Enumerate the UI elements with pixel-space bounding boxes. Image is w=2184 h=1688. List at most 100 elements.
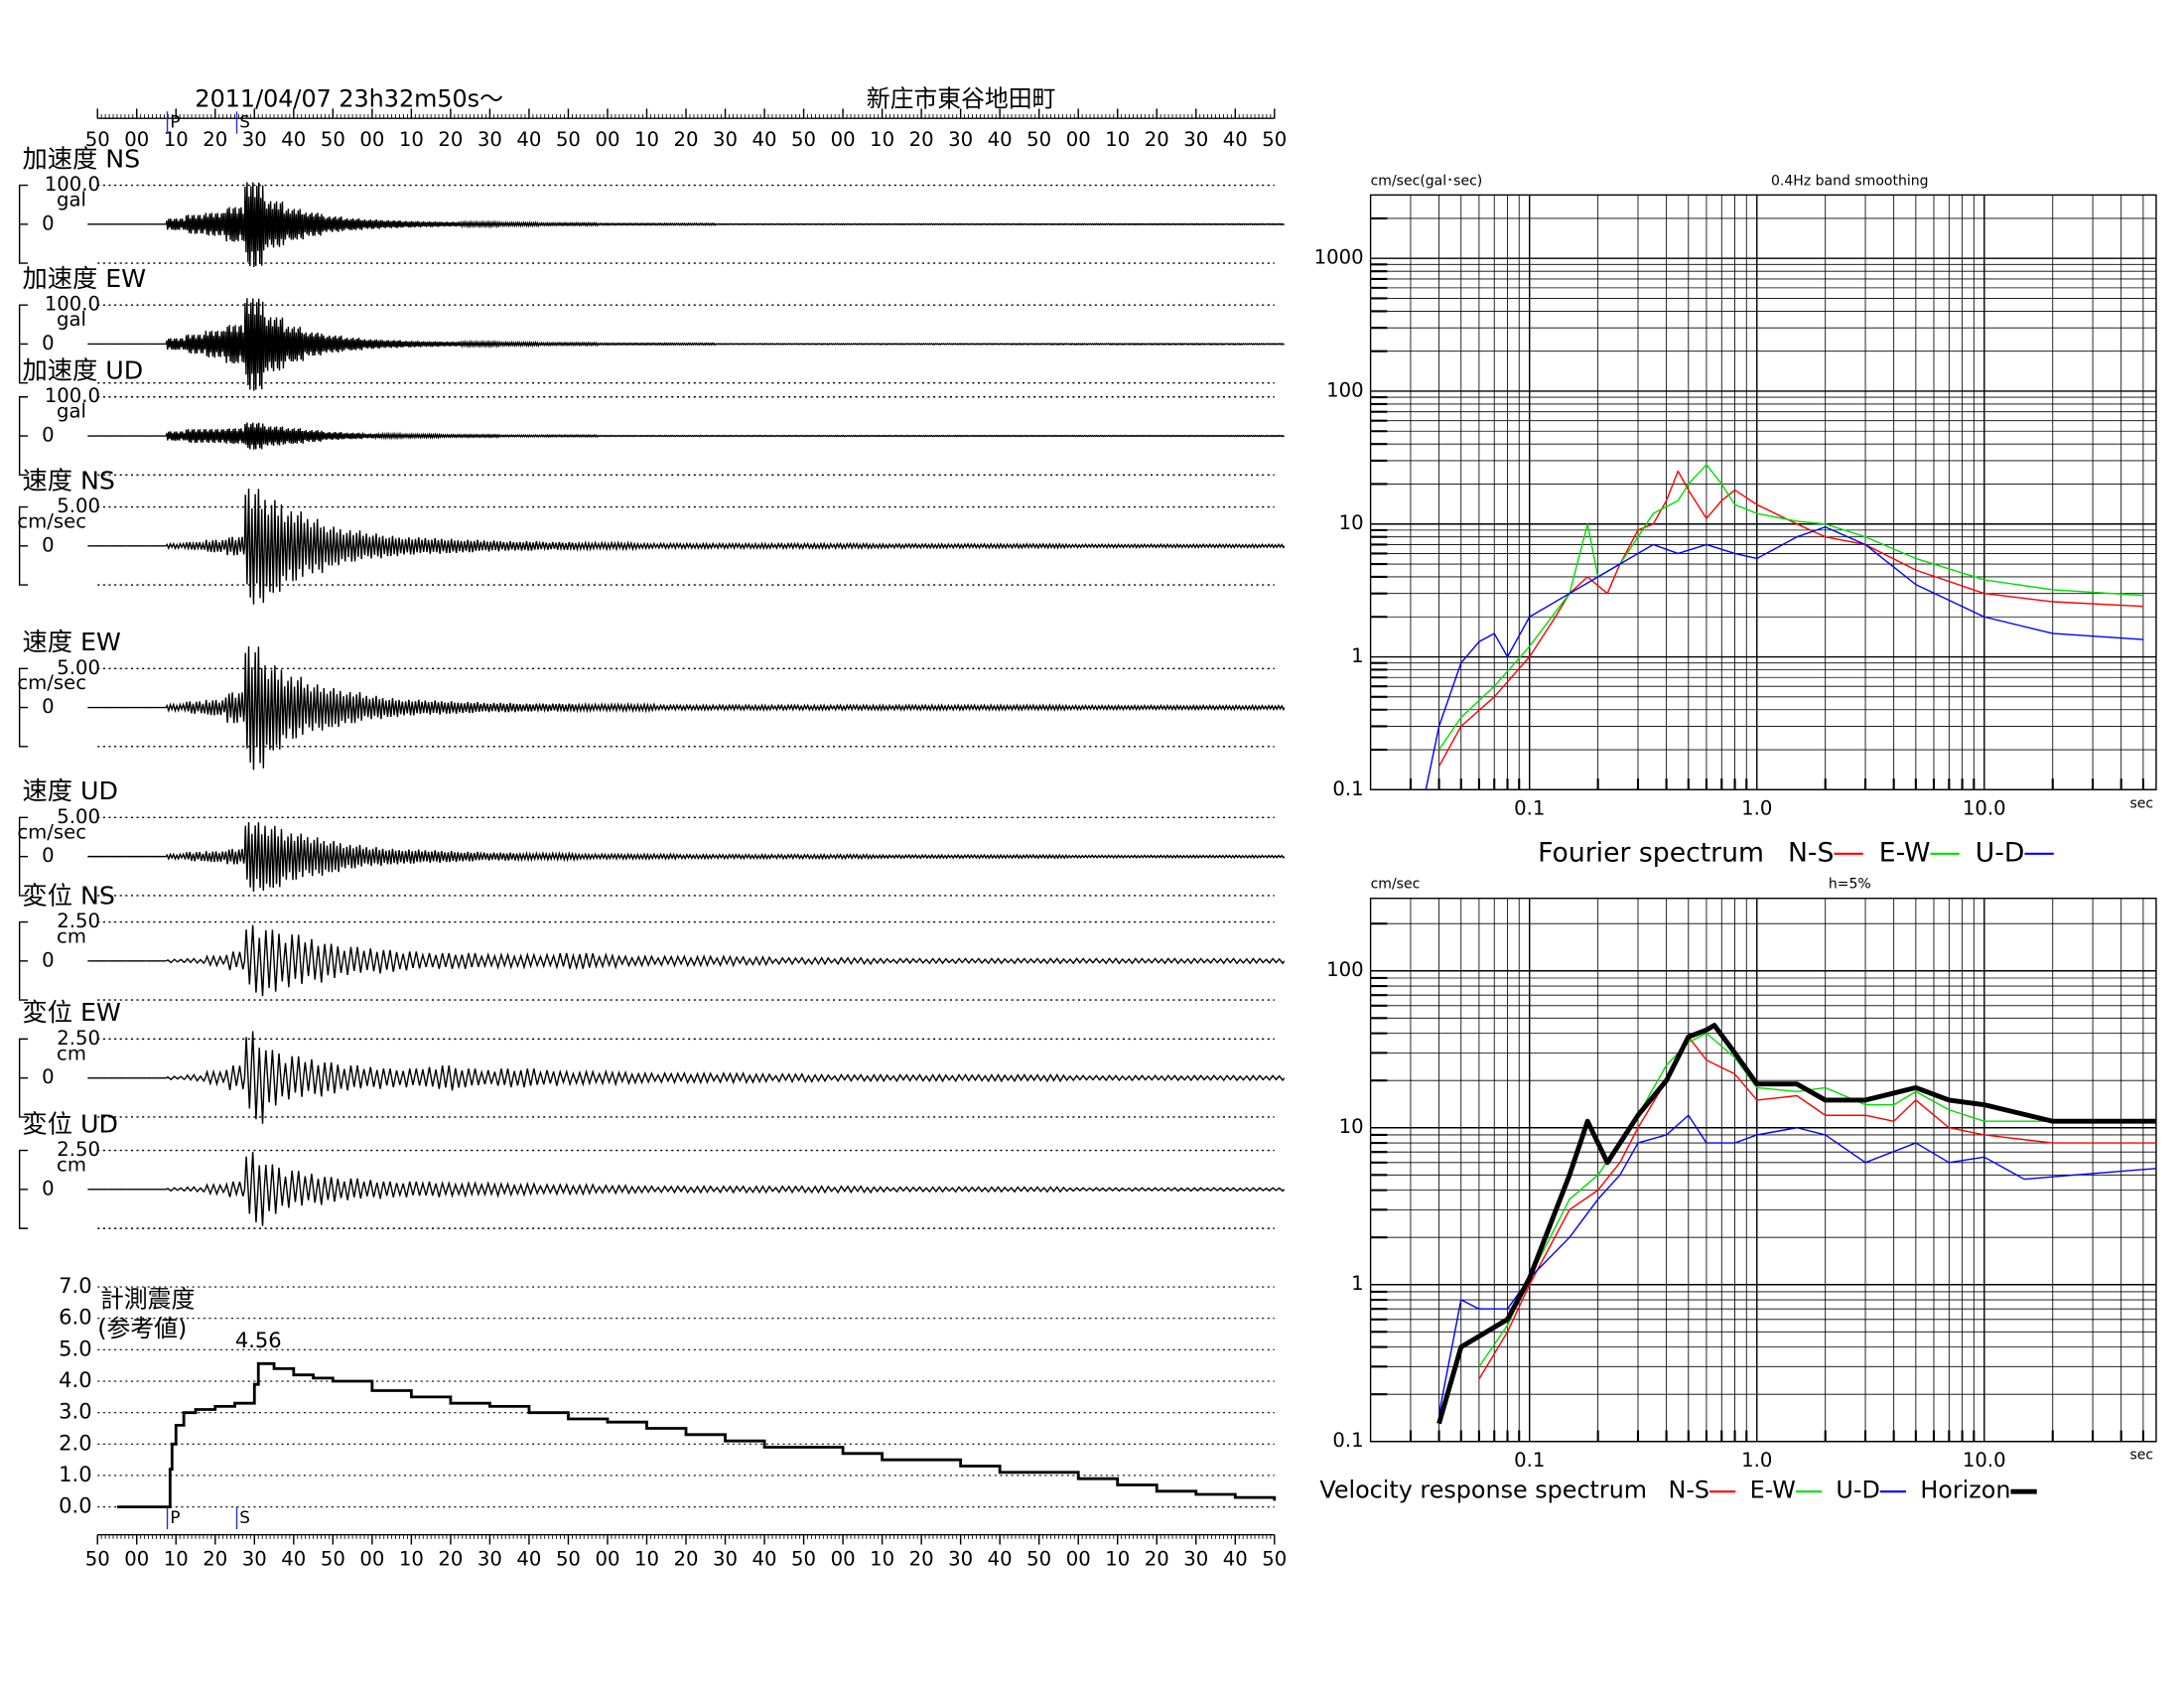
waveform-segment	[185, 334, 206, 354]
waveform-segment	[185, 1073, 206, 1083]
waveform-segment	[1244, 222, 1266, 226]
waveform-segment	[1224, 1187, 1246, 1193]
waveform-segment	[832, 343, 854, 346]
scale-label: 100.0	[45, 173, 100, 196]
waveform-segment	[1009, 957, 1030, 965]
waveform-segment	[832, 703, 854, 712]
zero-label: 0	[42, 332, 55, 354]
x-tick-label: 10	[399, 1547, 424, 1570]
waveform-segment	[695, 541, 717, 551]
waveform-segment	[165, 338, 187, 351]
waveform-segment	[1047, 957, 1069, 965]
waveform-segment	[812, 703, 834, 712]
waveform-segment	[1107, 854, 1129, 859]
waveform-segment	[518, 1068, 540, 1088]
waveform-segment	[420, 700, 442, 715]
waveform-segment	[1067, 343, 1089, 346]
waveform-segment	[675, 853, 697, 861]
waveform-segment	[1165, 343, 1187, 346]
waveform-segment	[440, 221, 462, 227]
waveform-segment	[381, 535, 403, 557]
waveform-segment	[970, 343, 991, 346]
waveform-segment	[1224, 703, 1246, 712]
waveform-segment	[518, 340, 540, 349]
waveform-segment	[1028, 343, 1049, 346]
waveform-segment	[223, 207, 246, 242]
waveform-segment	[478, 540, 500, 552]
waveform-segment	[1224, 854, 1246, 859]
waveform-segment	[1165, 1187, 1187, 1193]
spectrum-line	[1425, 526, 2143, 790]
waveform-segment	[538, 1183, 560, 1196]
y-axis-label: cm/sec	[1371, 877, 1421, 893]
waveform-segment	[400, 699, 422, 716]
waveform-segment	[1028, 957, 1050, 965]
waveform-segment	[165, 541, 187, 551]
legend-label: N-S	[1668, 1477, 1709, 1504]
trace-label: 変位 NS	[22, 881, 114, 910]
bracket	[18, 1038, 29, 1118]
waveform-segment	[263, 929, 285, 992]
waveform-segment	[577, 220, 599, 227]
waveform-segment	[812, 1185, 834, 1195]
waveform-segment	[910, 957, 932, 965]
x-tick-label: 10	[164, 128, 189, 151]
waveform-segment	[635, 541, 657, 551]
waveform-segment	[557, 952, 580, 971]
waveform-segment	[1087, 542, 1109, 549]
waveform-segment	[1009, 542, 1030, 550]
waveform-segment	[577, 952, 599, 969]
waveform-segment	[460, 539, 481, 553]
peak-annotation: 4.56	[235, 1328, 282, 1352]
bracket	[18, 396, 29, 477]
spectrum-line	[1478, 1032, 2156, 1367]
spectrum-line	[1437, 470, 2143, 768]
waveform-segment	[1264, 1074, 1286, 1082]
waveform-segment	[989, 542, 1011, 550]
x-tick-label: 10.0	[1963, 796, 2006, 819]
waveform-segment	[165, 431, 187, 441]
x-tick-label: 40	[752, 128, 777, 151]
waveform-segment	[538, 220, 560, 227]
waveform-segment	[557, 850, 579, 863]
waveform-segment	[715, 954, 737, 968]
y-tick-label: 10	[1339, 1115, 1364, 1138]
waveform-segment	[1264, 1187, 1286, 1193]
waveform-segment	[1205, 343, 1226, 346]
waveform-segment	[1048, 434, 1069, 438]
waveform-segment	[1205, 703, 1227, 712]
unit-label: cm/sec	[17, 671, 86, 694]
waveform-segment	[1126, 703, 1148, 712]
waveform-segment	[498, 1068, 520, 1088]
waveform-segment	[478, 433, 500, 439]
spectrum-line	[1437, 1114, 2156, 1415]
x-tick-label: 40	[516, 128, 541, 151]
waveform-segment	[223, 1181, 246, 1197]
x-tick-label: 10	[634, 128, 659, 151]
waveform-segment	[852, 853, 874, 861]
waveform-segment	[361, 219, 383, 229]
waveform-segment	[538, 851, 560, 863]
waveform-segment	[910, 542, 932, 550]
waveform-segment	[263, 825, 285, 889]
waveform-segment	[616, 1069, 638, 1086]
waveform-segment	[205, 331, 226, 358]
waveform-segment	[478, 219, 500, 229]
waveform-segment	[223, 536, 246, 556]
waveform-segment	[243, 182, 265, 268]
waveform-segment	[1009, 434, 1030, 438]
waveform-segment	[165, 702, 187, 714]
x-tick-label: 20	[438, 128, 463, 151]
x-tick-label: 40	[988, 128, 1013, 151]
waveform-segment	[832, 956, 854, 966]
waveform-segment	[1264, 957, 1286, 965]
waveform-segment	[1146, 854, 1167, 859]
waveform-segment	[538, 1069, 560, 1086]
waveform-segment	[577, 852, 599, 862]
waveform-segment	[753, 1071, 775, 1084]
y-tick-label: 6.0	[59, 1305, 91, 1330]
waveform-segment	[695, 852, 717, 861]
waveform-segment	[597, 952, 618, 970]
waveform-segment	[872, 542, 893, 550]
waveform-segment	[1009, 343, 1030, 346]
